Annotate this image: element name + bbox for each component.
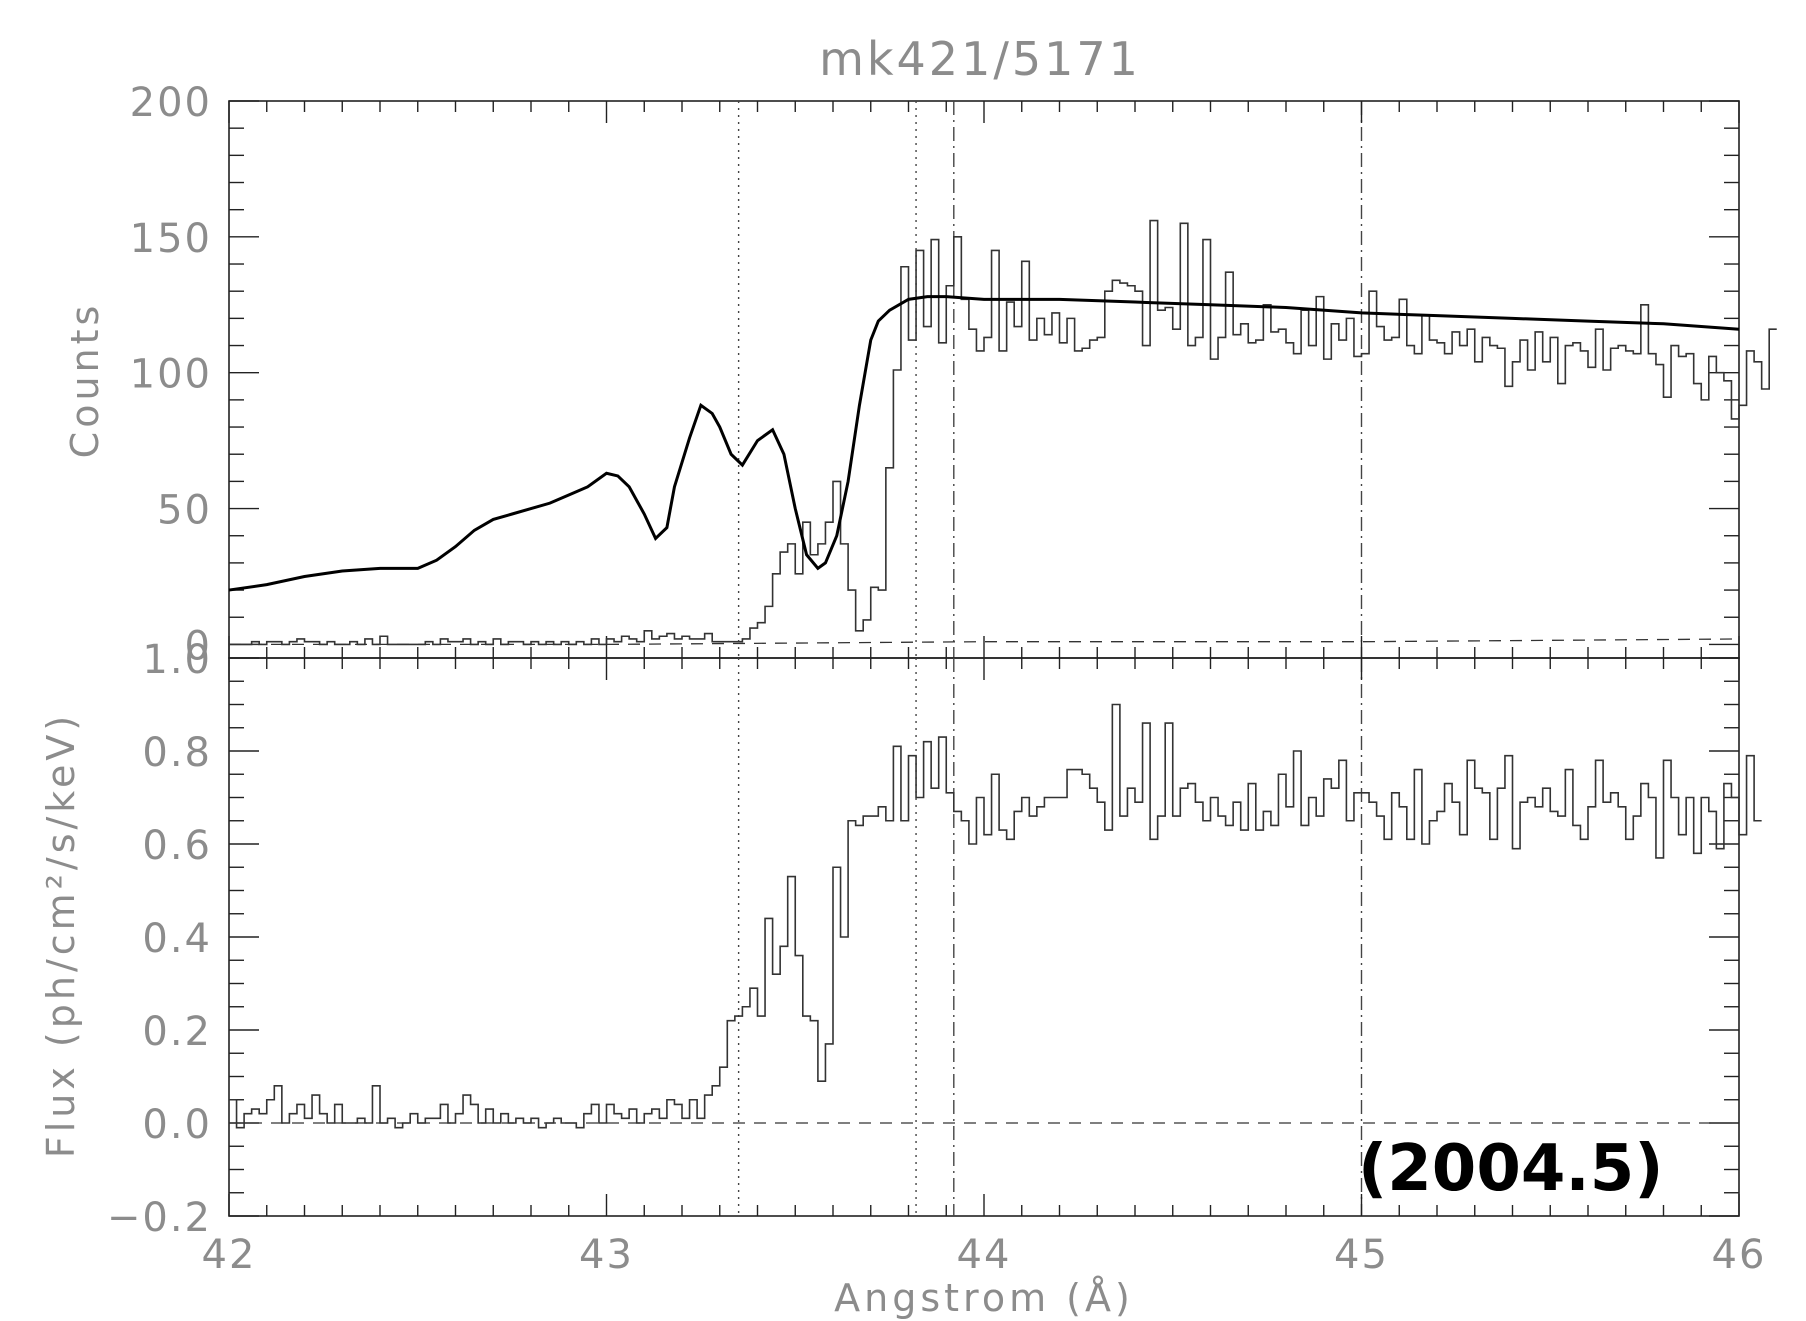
bottom-flux-histogram — [229, 703, 1762, 1129]
y-tick-label: 0.0 — [142, 1102, 212, 1148]
top-reference-lines — [737, 101, 1363, 658]
epoch-annotation: (2004.5) — [1358, 1132, 1663, 1206]
y-tick-label: 0 — [185, 623, 212, 669]
bottom-ticks — [228, 657, 1740, 1217]
x-tick-label: 43 — [579, 1232, 634, 1278]
x-tick-label: 44 — [957, 1232, 1012, 1278]
bottom-y-tick-labels: −0.2 0.0 0.2 0.4 0.6 0.8 1.0 — [107, 637, 212, 1241]
y-tick-label: −0.2 — [107, 1195, 212, 1241]
y-tick-label: 200 — [130, 80, 212, 126]
x-tick-label: 46 — [1712, 1232, 1767, 1278]
top-counts-histogram — [229, 219, 1777, 646]
x-tick-label: 45 — [1334, 1232, 1389, 1278]
y-tick-label: 50 — [157, 488, 212, 534]
top-model-curve — [228, 295, 1740, 592]
bottom-y-axis-label: Flux (ph/cm²/s/keV) — [39, 712, 83, 1158]
bottom-panel: −0.2 0.0 0.2 0.4 0.6 0.8 1.0 Flux (ph/cm²/s/ke… — [39, 637, 1762, 1241]
y-tick-label: 100 — [130, 352, 212, 398]
chart-title: mk421/5171 — [819, 32, 1141, 86]
y-tick-label: 150 — [130, 216, 212, 262]
x-tick-label: 42 — [202, 1232, 257, 1278]
top-y-tick-labels: 0 50 100 150 200 — [130, 80, 212, 669]
top-panel: 0 50 100 150 200 Counts — [63, 80, 1777, 669]
top-y-axis-label: Counts — [63, 302, 107, 459]
y-tick-label: 0.6 — [142, 823, 212, 869]
y-tick-label: 0.4 — [142, 916, 212, 962]
y-tick-label: 0.8 — [142, 730, 212, 776]
y-tick-label: 1.0 — [142, 637, 212, 683]
x-tick-labels: 42 43 44 45 46 — [202, 1232, 1767, 1278]
bottom-reference-lines — [737, 658, 1363, 1216]
y-tick-label: 0.2 — [142, 1009, 212, 1055]
x-axis-label: Angstrom (Å) — [834, 1276, 1134, 1320]
